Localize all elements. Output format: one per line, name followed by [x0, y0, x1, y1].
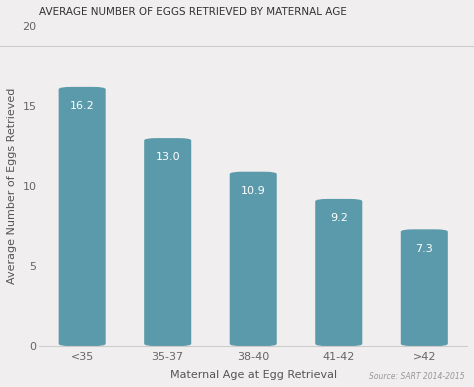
FancyBboxPatch shape [59, 87, 106, 346]
Text: Source: SART 2014-2015: Source: SART 2014-2015 [369, 372, 465, 381]
FancyBboxPatch shape [144, 138, 191, 346]
Text: AVERAGE NUMBER OF EGGS RETRIEVED BY MATERNAL AGE: AVERAGE NUMBER OF EGGS RETRIEVED BY MATE… [39, 7, 347, 17]
Text: 13.0: 13.0 [155, 152, 180, 163]
Text: 16.2: 16.2 [70, 101, 94, 111]
FancyBboxPatch shape [315, 199, 362, 346]
Y-axis label: Average Number of Eggs Retrieved: Average Number of Eggs Retrieved [7, 88, 17, 284]
Text: 7.3: 7.3 [415, 244, 433, 254]
FancyBboxPatch shape [230, 172, 277, 346]
FancyBboxPatch shape [401, 229, 448, 346]
Text: 10.9: 10.9 [241, 186, 265, 196]
X-axis label: Maternal Age at Egg Retrieval: Maternal Age at Egg Retrieval [170, 370, 337, 380]
Text: 9.2: 9.2 [330, 213, 348, 223]
